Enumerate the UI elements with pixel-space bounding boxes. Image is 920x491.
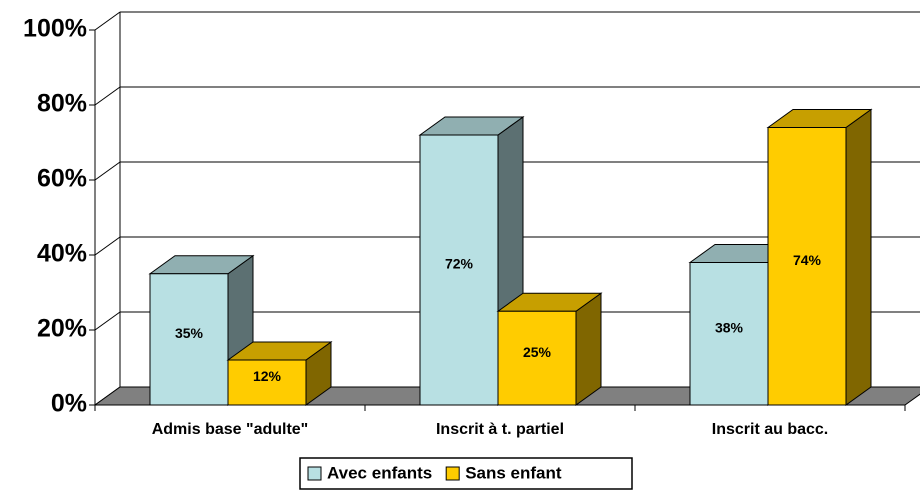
grid-line [94, 236, 121, 256]
grid-line [94, 86, 121, 106]
value-label: 72% [445, 256, 474, 272]
value-label: 35% [175, 325, 204, 341]
bar [149, 273, 229, 406]
legend-label: Avec enfants [327, 463, 432, 482]
y-tick-label: 60% [37, 165, 87, 193]
grid-line [94, 11, 121, 31]
y-tick-label: 80% [37, 90, 87, 118]
bar-side [575, 292, 602, 406]
bar [227, 359, 307, 406]
x-tick-label: Inscrit au bacc. [712, 421, 829, 438]
grid-line [94, 311, 121, 331]
bar [419, 134, 499, 406]
legend-swatch [307, 466, 322, 481]
grid-line [94, 161, 121, 181]
x-tick-label: Admis base "adulte" [152, 421, 309, 438]
value-label: 74% [793, 252, 822, 268]
y-tick-label: 100% [23, 15, 87, 43]
y-tick-label: 0% [51, 390, 87, 418]
value-label: 12% [253, 368, 282, 384]
y-tick-label: 40% [37, 240, 87, 268]
x-tick-label: Inscrit à t. partiel [436, 421, 564, 438]
bar [767, 127, 847, 406]
bar [497, 310, 577, 406]
value-label: 38% [715, 319, 744, 335]
bar [689, 262, 769, 406]
legend-swatch [445, 466, 460, 481]
legend-box [299, 457, 633, 490]
value-label: 25% [523, 344, 552, 360]
y-tick-label: 20% [37, 315, 87, 343]
legend-label: Sans enfant [465, 463, 562, 482]
bar-side [845, 108, 872, 406]
